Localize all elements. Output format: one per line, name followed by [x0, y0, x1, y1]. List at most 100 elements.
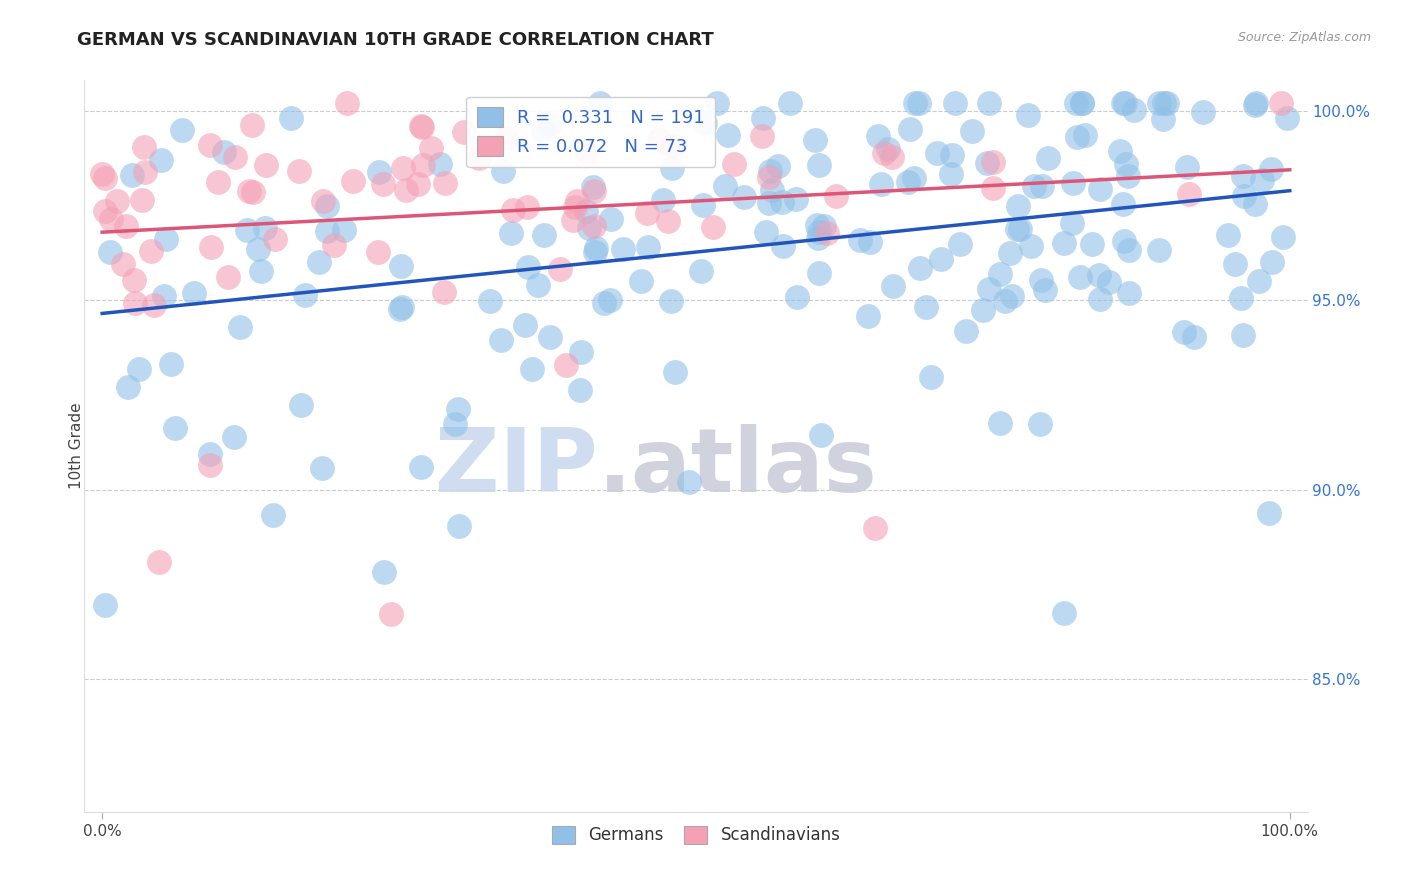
Point [593, 296, 616, 310]
Point [863, 521, 886, 535]
Point [538, 117, 561, 131]
Point [568, 383, 591, 397]
Point [198, 458, 221, 472]
Point [585, 241, 607, 255]
Point [533, 227, 555, 242]
Point [915, 300, 938, 314]
Point [1152, 112, 1174, 126]
Point [380, 607, 402, 621]
Point [1178, 187, 1201, 202]
Point [323, 238, 346, 252]
Point [824, 188, 846, 202]
Point [100, 212, 122, 227]
Point [994, 293, 1017, 308]
Point [962, 124, 984, 138]
Point [702, 220, 724, 235]
Point [1112, 95, 1135, 110]
Point [163, 420, 186, 434]
Point [207, 176, 229, 190]
Point [150, 153, 173, 168]
Point [1225, 257, 1247, 271]
Point [751, 128, 773, 143]
Point [941, 148, 963, 162]
Point [714, 178, 737, 193]
Point [224, 150, 246, 164]
Point [368, 165, 391, 179]
Point [1033, 283, 1056, 297]
Point [723, 157, 745, 171]
Point [1153, 95, 1175, 110]
Point [755, 225, 778, 239]
Point [264, 232, 287, 246]
Point [1261, 255, 1284, 269]
Point [479, 294, 502, 309]
Point [1233, 189, 1256, 203]
Point [1232, 327, 1254, 342]
Point [489, 334, 512, 348]
Point [939, 167, 962, 181]
Point [198, 137, 221, 152]
Point [564, 200, 586, 214]
Point [630, 274, 652, 288]
Point [548, 261, 571, 276]
Point [1243, 197, 1265, 211]
Point [786, 290, 808, 304]
Point [752, 111, 775, 125]
Point [449, 518, 471, 533]
Point [929, 252, 952, 266]
Point [659, 294, 682, 309]
Point [808, 225, 831, 239]
Point [105, 194, 128, 208]
Point [1029, 273, 1052, 287]
Point [612, 242, 634, 256]
Point [1275, 112, 1298, 126]
Point [882, 150, 904, 164]
Point [183, 285, 205, 300]
Y-axis label: 10th Grade: 10th Grade [69, 402, 83, 490]
Point [433, 285, 456, 299]
Point [569, 344, 592, 359]
Text: Source: ZipAtlas.com: Source: ZipAtlas.com [1237, 31, 1371, 45]
Point [412, 158, 434, 172]
Point [806, 218, 828, 232]
Point [582, 180, 605, 194]
Point [411, 120, 433, 134]
Point [91, 167, 114, 181]
Point [224, 430, 246, 444]
Point [152, 289, 174, 303]
Point [1115, 157, 1137, 171]
Point [1156, 95, 1178, 110]
Point [434, 176, 457, 190]
Point [111, 256, 134, 270]
Point [1090, 292, 1112, 306]
Point [1272, 230, 1295, 244]
Point [1116, 169, 1139, 183]
Point [1216, 227, 1239, 242]
Point [371, 177, 394, 191]
Point [979, 95, 1001, 110]
Point [810, 428, 832, 442]
Point [949, 237, 972, 252]
Point [131, 193, 153, 207]
Point [1053, 606, 1076, 620]
Point [235, 223, 257, 237]
Point [250, 264, 273, 278]
Point [515, 318, 537, 332]
Point [772, 239, 794, 253]
Point [695, 116, 717, 130]
Point [977, 282, 1000, 296]
Point [1098, 275, 1121, 289]
Point [574, 203, 596, 218]
Point [1243, 98, 1265, 112]
Point [391, 161, 413, 175]
Point [160, 357, 183, 371]
Point [315, 199, 337, 213]
Point [409, 459, 432, 474]
Point [294, 287, 316, 301]
Point [578, 221, 600, 235]
Point [896, 176, 918, 190]
Point [807, 231, 830, 245]
Point [443, 417, 465, 431]
Point [132, 139, 155, 153]
Point [599, 293, 621, 307]
